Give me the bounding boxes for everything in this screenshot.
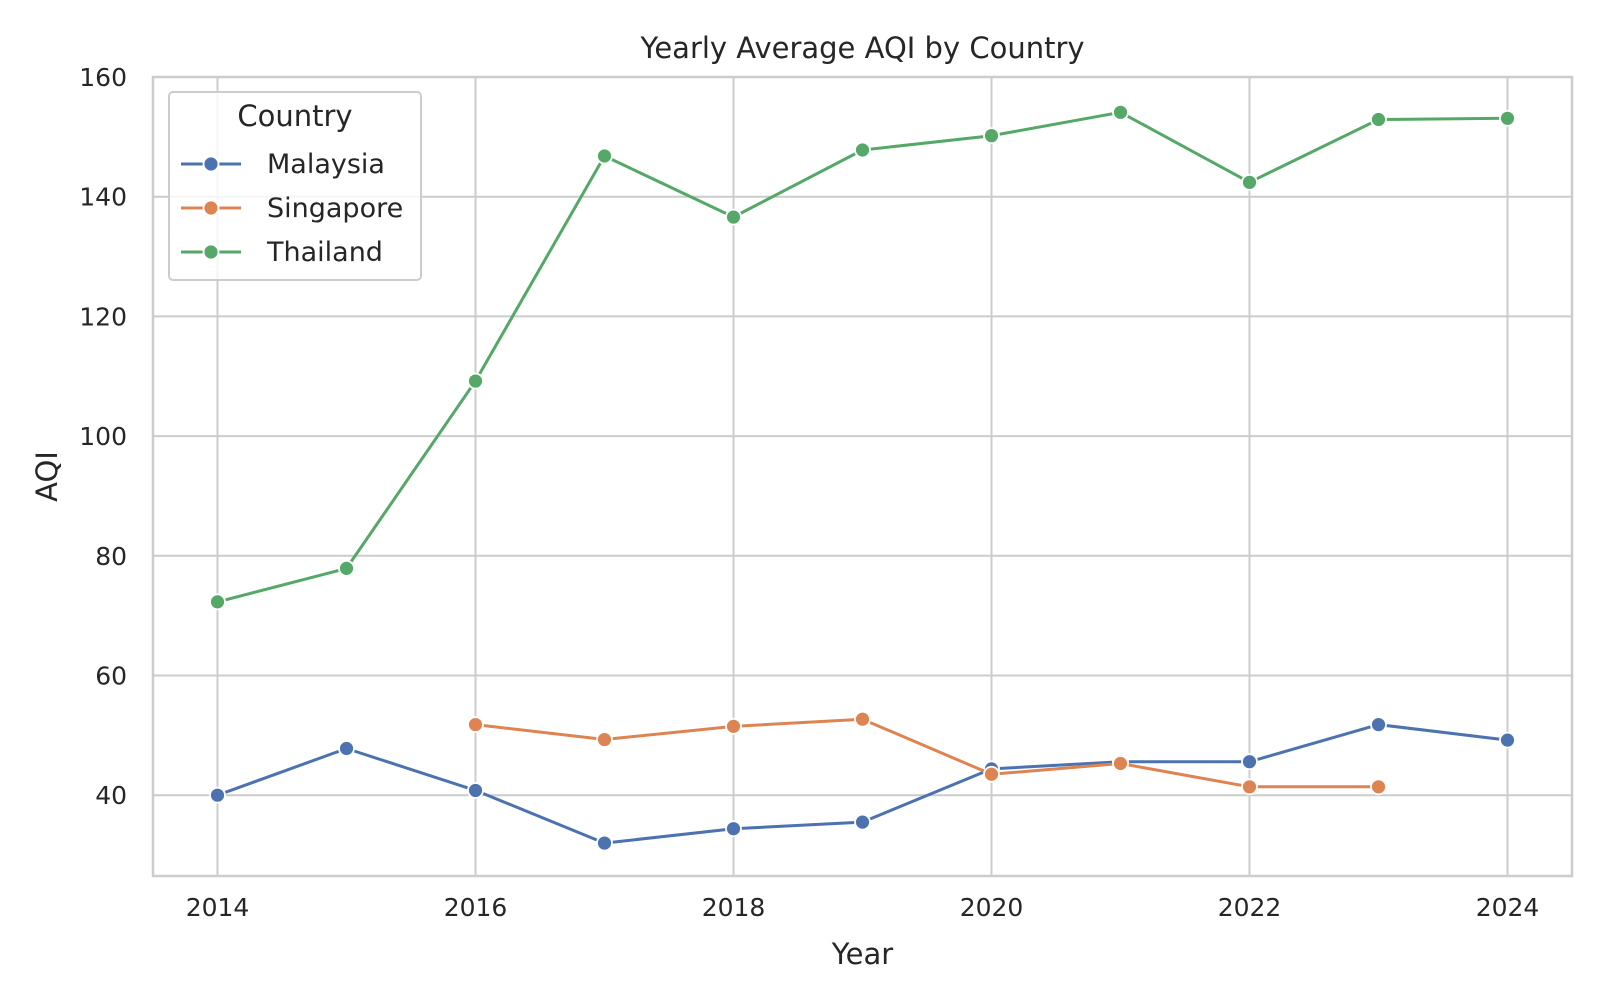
data-point (854, 141, 871, 159)
y-tick-label: 40 (95, 781, 127, 810)
series-malaysia (209, 716, 1516, 852)
y-axis-label: AQI (30, 451, 64, 502)
data-point (854, 710, 871, 728)
data-point (983, 127, 1000, 145)
data-point (338, 740, 355, 757)
legend-swatch-marker (202, 199, 220, 217)
series-thailand (209, 103, 1516, 611)
data-point (596, 731, 613, 748)
data-point (467, 782, 484, 799)
data-point (1499, 109, 1516, 127)
data-point (467, 716, 484, 733)
data-point (1241, 753, 1258, 771)
y-tick-label: 140 (79, 183, 127, 212)
data-point (209, 593, 226, 611)
y-tick-label: 120 (79, 302, 127, 331)
x-tick-label: 2016 (444, 893, 508, 922)
series-line (475, 717, 1379, 789)
y-tick-label: 80 (95, 542, 127, 571)
data-point (1370, 111, 1387, 128)
plot-frame (151, 75, 1574, 878)
chart-title: Yearly Average AQI by Country (639, 31, 1084, 65)
y-tick-label: 60 (95, 662, 127, 691)
x-tick-label: 2024 (1476, 893, 1540, 922)
data-point (1241, 173, 1258, 191)
series-singapore (467, 710, 1387, 796)
legend-item-singapore: Singapore (181, 193, 403, 224)
data-point (1370, 778, 1387, 796)
x-tick-label: 2020 (960, 893, 1024, 922)
legend-swatch-marker (202, 155, 220, 173)
data-point (467, 372, 484, 390)
data-point (1499, 731, 1516, 749)
legend-label: Malaysia (267, 149, 385, 180)
legend-label: Singapore (267, 193, 403, 224)
legend-items: Malaysia Singapore Thailand (181, 149, 403, 268)
x-tick-label: 2022 (1218, 893, 1282, 922)
data-point (725, 717, 742, 735)
data-point (854, 813, 871, 831)
data-point (338, 559, 355, 577)
data-point (1370, 716, 1387, 733)
legend-label: Thailand (266, 237, 383, 268)
data-point (725, 208, 742, 226)
data-point (596, 147, 613, 165)
x-axis-label: Year (831, 937, 893, 971)
legend-box (168, 91, 422, 281)
legend-item-malaysia: Malaysia (181, 149, 385, 180)
data-point (1112, 103, 1129, 121)
y-tick-label: 100 (79, 422, 127, 451)
data-point (1112, 755, 1129, 772)
legend-swatch-marker (202, 243, 220, 261)
legend-title: Country (237, 99, 352, 133)
legend-item-thailand: Thailand (181, 237, 383, 268)
x-axis-ticks: 2014 2016 2018 2020 2022 2024 (186, 893, 1540, 922)
data-point (209, 786, 226, 804)
y-tick-label: 160 (79, 63, 127, 92)
x-tick-label: 2018 (702, 893, 766, 922)
data-point (1241, 778, 1258, 796)
legend: Country Malaysia Singapore Thailand (168, 91, 422, 281)
series-layer (209, 103, 1516, 852)
data-point (725, 820, 742, 838)
data-point (983, 765, 1000, 783)
x-tick-label: 2014 (186, 893, 250, 922)
data-point (596, 834, 613, 852)
y-axis-ticks: 40 60 80 100 120 140 160 (79, 63, 127, 810)
